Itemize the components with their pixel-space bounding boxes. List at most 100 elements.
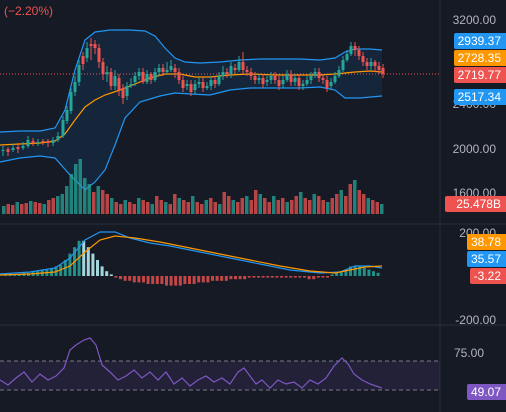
volume-bar	[6, 204, 10, 214]
volume-bar	[330, 198, 334, 214]
volume-bar	[159, 200, 163, 214]
candle-body	[257, 78, 261, 80]
candle-body	[317, 72, 321, 78]
macd-histogram-bar	[68, 253, 72, 276]
volume-bar	[258, 194, 262, 214]
volume-bar	[168, 204, 172, 214]
candle-body	[129, 84, 133, 86]
candle-body	[36, 142, 40, 143]
macd-histogram-bar	[275, 276, 279, 278]
candle-body	[281, 80, 285, 84]
macd-histogram-bar	[224, 276, 228, 281]
macd-tag: -3.22	[469, 268, 506, 284]
candle-body	[229, 66, 233, 74]
candle-body	[185, 84, 189, 86]
volume-bar	[231, 200, 235, 214]
volume-bar	[348, 184, 352, 214]
macd-tag: 38.78	[466, 234, 506, 250]
candle-body	[173, 68, 177, 72]
volume-bar	[110, 198, 114, 214]
candle-body	[133, 76, 137, 82]
volume-bar	[249, 200, 253, 214]
volume-bar	[222, 192, 226, 214]
volume-bar	[195, 202, 199, 214]
volume-bar	[33, 202, 37, 214]
macd-histogram-bar	[353, 266, 357, 276]
volume-bar	[267, 202, 271, 214]
candle-body	[153, 72, 157, 80]
macd-histogram-bar	[13, 274, 17, 276]
volume-bar	[24, 203, 28, 214]
rsi-axis-tick: 75.00	[454, 346, 484, 360]
macd-histogram-bar	[243, 276, 247, 280]
candle-body	[249, 72, 253, 76]
volume-bar	[56, 196, 60, 214]
candle-body	[77, 65, 81, 82]
macd-histogram-bar	[303, 276, 306, 278]
macd-histogram-bar	[119, 276, 122, 280]
candle-body	[169, 66, 173, 70]
candle-body	[293, 78, 297, 82]
macd-histogram-bar	[17, 274, 21, 276]
candle-body	[305, 80, 309, 84]
candle-body	[201, 82, 205, 88]
candle-body	[333, 76, 337, 82]
volume-bar	[42, 204, 46, 214]
candle-body	[325, 80, 329, 88]
macd-histogram-bar	[86, 247, 90, 276]
volume-bar	[128, 202, 132, 214]
macd-histogram-bar	[160, 276, 164, 284]
bollinger-fill	[0, 30, 382, 190]
price-tag: 2728.35	[453, 50, 506, 66]
macd-histogram-bar	[234, 276, 237, 280]
macd-histogram-bar	[178, 276, 182, 286]
macd-histogram-bar	[100, 266, 104, 276]
candle-body	[145, 74, 149, 82]
candle-body	[65, 110, 69, 121]
volume-bar	[173, 194, 177, 214]
volume-bar	[303, 198, 307, 214]
macd-histogram-bar	[183, 276, 187, 284]
macd-histogram-bar	[376, 272, 380, 276]
volume-bar	[83, 178, 87, 214]
macd-histogram-bar	[321, 276, 325, 278]
candle-body	[165, 70, 169, 72]
rsi-band	[0, 361, 440, 390]
macd-histogram-bar	[316, 276, 320, 278]
candle-body	[137, 72, 141, 76]
volume-bar	[281, 198, 285, 214]
volume-bar	[299, 192, 303, 214]
volume-bar	[308, 200, 312, 214]
volume-bar	[294, 196, 298, 214]
candle-body	[373, 62, 377, 66]
macd-histogram-bar	[312, 276, 316, 280]
candle-body	[69, 92, 73, 111]
volume-bar	[276, 200, 280, 214]
volume-bar	[92, 192, 96, 214]
candle-body	[31, 141, 35, 143]
candle-body	[6, 149, 10, 152]
candle-body	[189, 84, 193, 92]
volume-bar	[339, 190, 343, 214]
macd-histogram-bar	[270, 276, 274, 278]
volume-bar	[119, 204, 123, 214]
rsi-tag: 49.07	[466, 384, 506, 400]
volume-bar	[182, 200, 186, 214]
macd-histogram-bar	[77, 240, 81, 276]
macd-histogram-bar	[326, 276, 329, 278]
volume-bar	[29, 201, 33, 214]
candle-body	[285, 74, 289, 80]
volume-bar	[321, 200, 325, 214]
candle-body	[26, 140, 30, 146]
volume-bar	[2, 206, 6, 214]
candle-body	[89, 44, 93, 46]
candle-body	[117, 78, 121, 90]
volume-bar	[312, 194, 316, 214]
macd-histogram-bar	[252, 276, 256, 278]
price-tag: 25.478B	[445, 196, 506, 212]
price-tag: 2517.34	[453, 89, 506, 105]
macd-histogram-bar	[132, 276, 136, 283]
candle-body	[81, 56, 85, 64]
price-tag: 2939.37	[453, 33, 506, 49]
